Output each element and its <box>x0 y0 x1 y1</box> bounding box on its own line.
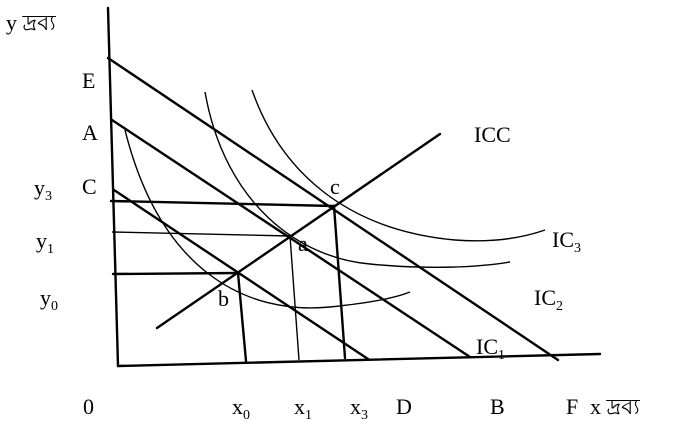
budget-line-ef <box>106 56 560 362</box>
guide-x3 <box>332 204 347 360</box>
intercept-e: E <box>82 68 95 93</box>
intercept-a: A <box>82 120 98 145</box>
ic3-label: IC3 <box>552 227 581 256</box>
ic1-label: IC1 <box>476 334 505 363</box>
x3-label: x3 <box>350 394 368 421</box>
x-axis-label: x দ্রব্য <box>590 394 640 419</box>
point-c: c <box>330 174 340 199</box>
guide-y1 <box>111 231 291 237</box>
intercept-b: B <box>490 394 505 419</box>
y1-label: y1 <box>36 228 54 257</box>
guide-x0 <box>236 271 248 363</box>
ic2-label: IC2 <box>534 285 563 314</box>
y0-label: y0 <box>40 285 58 314</box>
guide-y3 <box>109 199 336 208</box>
point-b: b <box>218 286 229 311</box>
y3-label: y3 <box>34 175 52 204</box>
y-axis-label: y দ্রব্য <box>6 10 56 35</box>
ic2-curve <box>204 91 511 269</box>
x1-label: x1 <box>294 394 312 421</box>
point-a: a <box>298 231 308 256</box>
ic3-curve <box>251 89 546 242</box>
icc-label: ICC <box>474 122 511 147</box>
guide-x1 <box>289 235 300 361</box>
budget-line-ab <box>110 118 472 359</box>
ic1-curve <box>124 129 411 309</box>
y-axis <box>106 6 120 368</box>
intercept-c: C <box>82 174 97 199</box>
intercept-d: D <box>396 394 412 419</box>
x0-label: x0 <box>232 394 250 421</box>
origin-label: 0 <box>83 394 94 419</box>
budget-line-cd <box>112 188 370 361</box>
icc-curve <box>155 132 442 330</box>
intercept-f: F <box>566 394 578 419</box>
guide-y0 <box>111 271 240 276</box>
x-axis <box>116 352 602 368</box>
